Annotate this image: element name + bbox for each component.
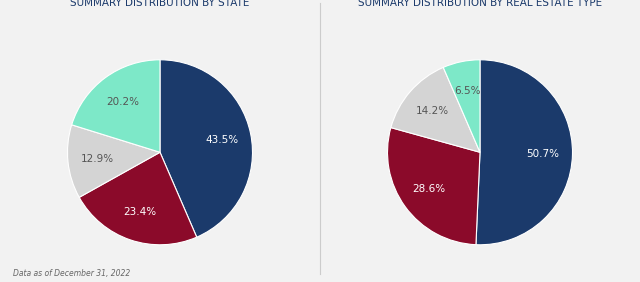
Text: 12.9%: 12.9% [81, 154, 114, 164]
Text: 28.6%: 28.6% [413, 184, 445, 194]
Title: SUMMARY DISTRIBUTION BY REAL ESTATE TYPE: SUMMARY DISTRIBUTION BY REAL ESTATE TYPE [358, 0, 602, 8]
Text: 50.7%: 50.7% [526, 149, 559, 159]
Text: 6.5%: 6.5% [454, 86, 481, 96]
Wedge shape [391, 67, 480, 152]
Text: Data as of December 31, 2022: Data as of December 31, 2022 [13, 269, 130, 278]
Text: 43.5%: 43.5% [205, 135, 238, 145]
Text: 20.2%: 20.2% [106, 97, 140, 107]
Wedge shape [476, 60, 573, 245]
Text: 23.4%: 23.4% [124, 207, 156, 217]
Wedge shape [72, 60, 160, 152]
Text: 14.2%: 14.2% [416, 106, 449, 116]
Wedge shape [160, 60, 253, 237]
Wedge shape [79, 152, 196, 245]
Wedge shape [387, 127, 480, 245]
Wedge shape [67, 125, 160, 197]
Wedge shape [444, 60, 480, 152]
Title: SUMMARY DISTRIBUTION BY STATE: SUMMARY DISTRIBUTION BY STATE [70, 0, 250, 8]
